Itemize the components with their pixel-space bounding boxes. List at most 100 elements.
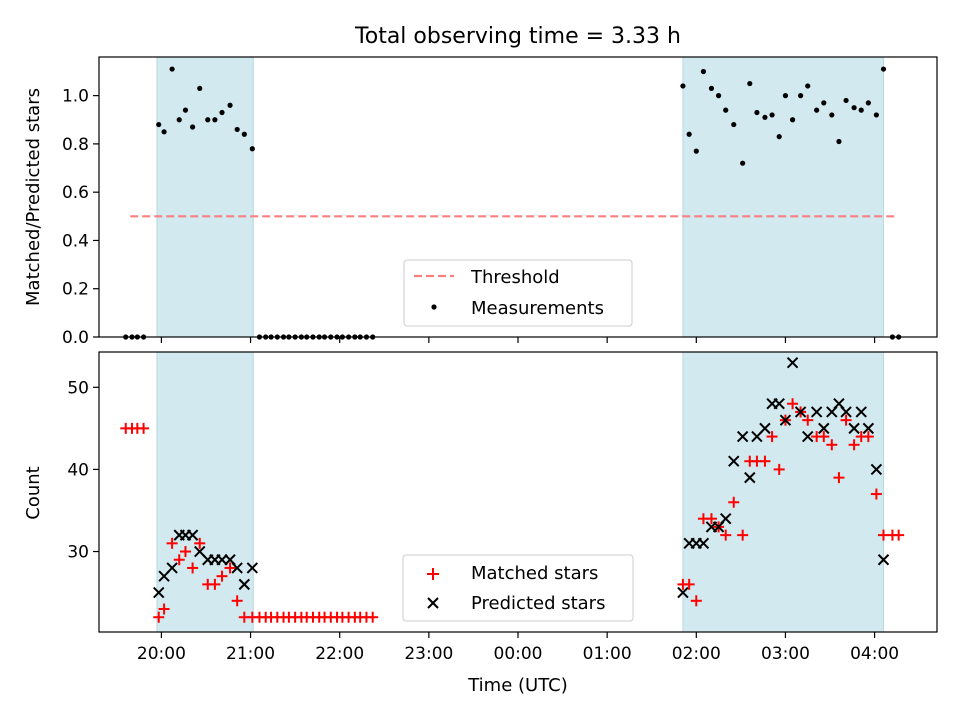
predicted-star-point: [759, 422, 771, 435]
count-y-tick-label: 40: [67, 460, 89, 480]
matched-star-point: [759, 455, 771, 467]
measurement-point: [227, 102, 233, 108]
predicted-star-point: [840, 406, 852, 418]
measurement-point: [776, 134, 782, 140]
matched-star-point: [683, 578, 695, 590]
measurement-point: [161, 129, 167, 135]
matched-star-point: [826, 439, 838, 451]
count-legend: Matched stars Predicted stars: [402, 554, 634, 622]
time-x-ticks: 20:00 21:00 22:00 23:00 00:00 01:00 02:00 03:00…: [137, 632, 899, 664]
ratio-legend: Threshold Measurements: [403, 259, 633, 327]
measurement-point: [693, 148, 699, 154]
matched-star-point: [705, 513, 717, 525]
time-x-tick-label: 04:00: [850, 644, 899, 664]
predicted-star-point: [728, 455, 740, 467]
matched-star-point: [138, 422, 150, 434]
predicted-star-point: [153, 586, 165, 599]
ratio-y-tick-label: 1.0: [62, 87, 89, 107]
matched-star-point: [728, 496, 740, 508]
ratio-legend-box: [403, 259, 633, 327]
predicted-stars-series: [153, 356, 890, 599]
predicted-star-point: [870, 463, 883, 476]
measurement-point: [851, 105, 857, 111]
measurement-point: [805, 83, 811, 89]
matched-star-point: [153, 611, 165, 623]
ratio-y-tick-label: 0.4: [62, 231, 89, 251]
measurement-point: [865, 100, 871, 106]
time-x-tick-label: 20:00: [137, 644, 186, 664]
count-y-ticks: 30 40 50: [67, 378, 99, 563]
observing-interval-1: [156, 351, 254, 633]
legend-predicted-label: Predicted stars: [471, 593, 605, 614]
matched-star-point: [773, 463, 785, 475]
predicted-star-point: [677, 586, 689, 599]
matched-star-point: [179, 546, 191, 558]
legend-predicted-swatch: [427, 597, 439, 609]
measurement-point: [700, 68, 707, 75]
measurement-point: [182, 107, 189, 113]
count-y-axis-label: Count: [23, 466, 44, 519]
measurement-point: [836, 138, 842, 145]
time-x-tick-label: 22:00: [315, 644, 364, 664]
measurement-point: [249, 146, 255, 152]
predicted-star-point: [238, 578, 251, 591]
chart-title: Total observing time = 3.33 h: [354, 24, 681, 49]
count-panel: 30 40 50 20:00 21:00 22:00 23:00 00:00 01:00 02:…: [23, 351, 938, 696]
matched-star-point: [166, 537, 178, 549]
predicted-star-point: [818, 422, 830, 435]
time-x-tick-label: 21:00: [226, 644, 275, 664]
measurement-point: [762, 114, 768, 120]
measurement-point: [821, 100, 827, 106]
measurement-point: [686, 131, 692, 137]
measurement-point: [169, 66, 175, 72]
matched-star-point: [893, 529, 905, 541]
matched-star-point: [367, 611, 379, 623]
predicted-star-point: [794, 406, 807, 418]
matched-star-point: [840, 414, 852, 426]
measurement-point: [789, 117, 796, 123]
predicted-star-point: [862, 422, 875, 435]
matched-star-point: [690, 595, 702, 607]
measurement-point: [715, 93, 722, 99]
observing-interval-2: [682, 56, 885, 338]
measurement-point: [782, 93, 789, 99]
matched-star-point: [187, 562, 199, 574]
matched-star-point: [802, 414, 814, 426]
predicted-star-point: [848, 422, 860, 435]
predicted-star-point: [877, 554, 890, 566]
measurement-point: [731, 121, 737, 128]
measurement-point: [176, 117, 182, 123]
predicted-star-point: [779, 414, 792, 426]
measurement-point: [156, 121, 162, 128]
measurement-point: [873, 112, 879, 118]
ratio-panel: 0.0 0.2 0.4 0.6 0.8 1.0 Matched/Predicted sta…: [23, 56, 938, 348]
measurement-point: [190, 124, 196, 130]
ratio-y-tick-label: 0.0: [62, 328, 89, 348]
ratio-y-tick-label: 0.2: [62, 280, 89, 300]
matched-star-point: [720, 529, 732, 541]
measurement-point: [205, 117, 211, 123]
observing-intervals-top: [156, 56, 885, 338]
observing-intervals-bottom: [156, 351, 885, 633]
predicted-star-point: [697, 537, 710, 550]
measurement-point: [723, 107, 729, 113]
ratio-y-ticks: 0.0 0.2 0.4 0.6 0.8 1.0: [62, 87, 99, 348]
predicted-star-point: [166, 562, 178, 574]
matched-star-point: [862, 431, 874, 443]
predicted-star-point: [802, 430, 814, 443]
measurement-point: [843, 97, 849, 104]
matched-star-point: [224, 562, 236, 574]
observing-interval-1: [156, 56, 254, 338]
predicted-star-point: [786, 356, 799, 369]
measurement-point: [829, 112, 835, 118]
time-x-tick-label: 01:00: [583, 644, 632, 664]
time-x-tick-label: 00:00: [494, 644, 543, 664]
time-x-tick-label: 23:00: [404, 644, 453, 664]
measurement-point: [197, 85, 203, 91]
observing-interval-2: [682, 351, 885, 633]
matched-star-point: [194, 537, 206, 549]
measurement-point: [241, 131, 247, 137]
measurement-point: [880, 66, 887, 72]
measurement-point: [798, 93, 804, 99]
